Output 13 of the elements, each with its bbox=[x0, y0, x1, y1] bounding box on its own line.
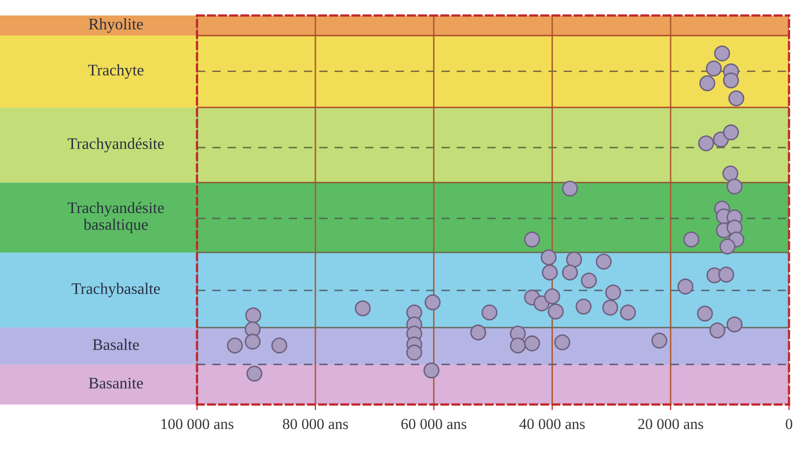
band-label: Trachyte bbox=[88, 64, 144, 79]
band-label: Rhyolite bbox=[88, 18, 143, 33]
x-tick-label: 20 000 ans bbox=[638, 418, 704, 430]
band-label: Basalte bbox=[92, 338, 139, 350]
band-label: Trachyandésite bbox=[68, 138, 164, 152]
x-tick-label: 0 bbox=[786, 418, 792, 430]
x-tick-label: 80 000 ans bbox=[282, 418, 348, 430]
x-tick-label: 40 000 ans bbox=[519, 418, 585, 430]
x-tick-label: 100 000 ans bbox=[161, 418, 234, 430]
band-label: Trachyandésite basaltique bbox=[68, 202, 164, 234]
band-label: Basanite bbox=[88, 378, 143, 388]
x-tick-label: 60 000 ans bbox=[401, 418, 466, 430]
band-label: Trachybasalte bbox=[72, 282, 160, 298]
